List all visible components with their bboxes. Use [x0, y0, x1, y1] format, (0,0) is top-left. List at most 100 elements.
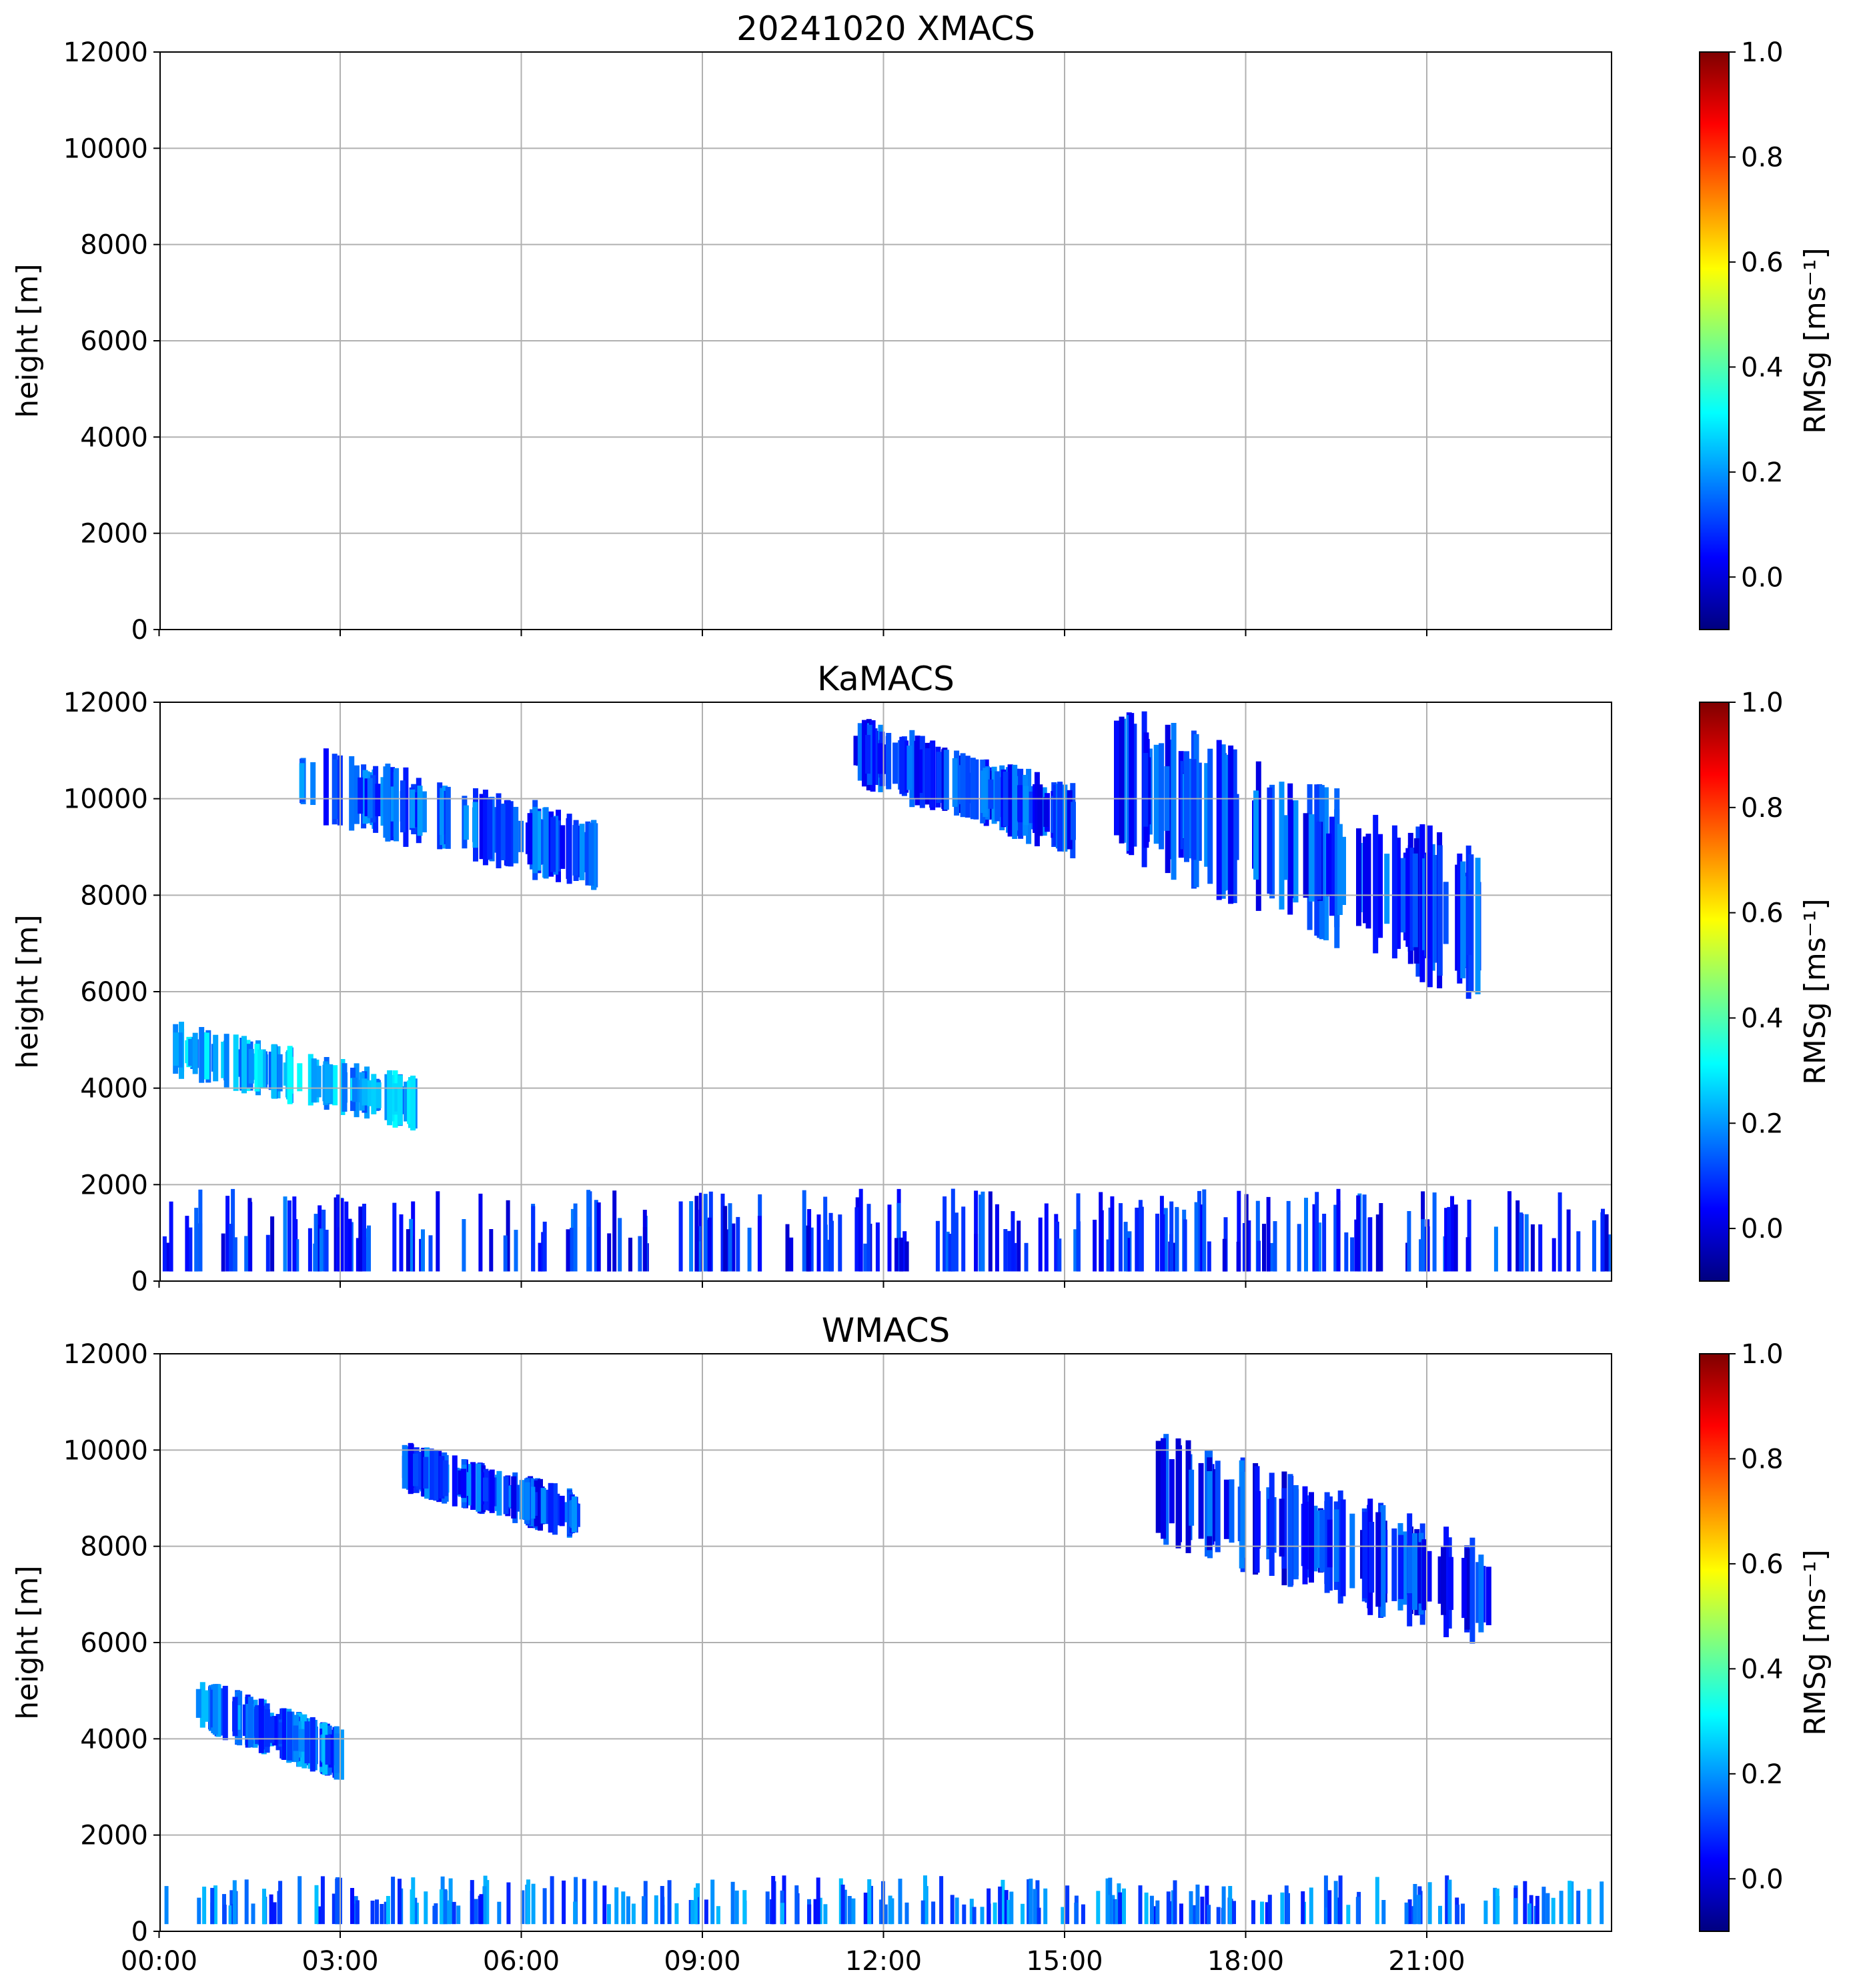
data-cell	[606, 1904, 611, 1925]
data-cell	[1106, 1239, 1111, 1272]
data-cell	[1333, 1204, 1338, 1272]
data-cell	[497, 1901, 502, 1925]
data-cell	[1293, 1485, 1299, 1580]
data-cell	[1007, 1230, 1012, 1272]
data-cell	[349, 756, 355, 831]
data-cell	[1606, 1234, 1611, 1272]
data-cell	[903, 740, 909, 793]
data-cell	[404, 1081, 410, 1122]
data-cell	[1126, 1238, 1130, 1272]
data-cell	[974, 1234, 979, 1272]
data-cell	[1421, 1219, 1425, 1272]
data-cell	[287, 1711, 293, 1761]
data-cell	[1024, 1242, 1029, 1272]
data-cell	[875, 1222, 880, 1272]
data-cell	[1425, 852, 1431, 958]
data-cell	[1519, 1212, 1523, 1272]
data-cell	[899, 736, 905, 794]
data-cell	[1061, 1907, 1065, 1925]
data-cell	[212, 1684, 218, 1735]
data-cell	[1175, 1438, 1181, 1549]
data-cell	[1237, 1190, 1241, 1272]
data-cell	[354, 765, 360, 824]
data-cell	[1373, 814, 1379, 954]
y-axis-label: height [m]	[11, 1565, 45, 1719]
data-cell	[544, 1489, 550, 1525]
data-cell	[532, 806, 538, 874]
data-cell	[1513, 1898, 1517, 1925]
data-cell	[1303, 813, 1309, 898]
data-cell	[704, 1899, 708, 1925]
data-cell	[710, 1879, 715, 1925]
data-cell	[297, 1063, 303, 1092]
colorbar-tick-label: 0.4	[1741, 1654, 1784, 1685]
data-cell	[387, 1070, 393, 1126]
data-cell	[961, 1206, 966, 1272]
data-cell	[560, 825, 566, 869]
data-cell	[1535, 1895, 1539, 1925]
data-cell	[1493, 1226, 1498, 1272]
data-cell	[1319, 1509, 1325, 1573]
data-cell	[514, 1484, 520, 1512]
data-cell	[1004, 1890, 1009, 1925]
data-cell	[1184, 751, 1189, 862]
data-cell	[638, 1236, 642, 1272]
data-cell	[233, 1034, 239, 1091]
data-cell	[413, 1453, 418, 1486]
data-cell	[332, 1065, 338, 1106]
data-cell	[299, 1729, 305, 1752]
data-cell	[1368, 1217, 1373, 1272]
data-cell	[925, 748, 931, 800]
data-cell	[325, 1735, 331, 1765]
data-cell	[162, 1236, 167, 1272]
data-cell	[530, 1486, 536, 1519]
data-cell	[1601, 1208, 1605, 1272]
data-cell	[1538, 1224, 1543, 1272]
data-cell	[383, 766, 389, 838]
data-cell	[358, 777, 364, 814]
data-cell	[203, 1032, 209, 1080]
data-cell	[524, 1482, 530, 1521]
data-cell	[334, 1197, 338, 1272]
y-tick-label: 8000	[80, 230, 148, 261]
y-ticks: 0 2000 4000 6000 8000 10000 12000	[63, 37, 160, 646]
data-cell	[851, 1898, 856, 1925]
data-cell	[594, 1200, 598, 1272]
data-cell	[410, 1075, 416, 1131]
data-cell	[409, 1218, 414, 1272]
data-cell	[1228, 1886, 1233, 1925]
data-cell	[955, 1897, 959, 1925]
data-cell	[1202, 1189, 1207, 1272]
data-cell	[458, 1470, 464, 1495]
data-cell	[588, 823, 594, 886]
data-cell	[1475, 1562, 1481, 1623]
colorbar-tick-label: 0.0	[1741, 1214, 1784, 1244]
colorbar-label: RMSg [ms⁻¹]	[1798, 247, 1832, 433]
data-cell	[1255, 1490, 1261, 1549]
data-cell	[904, 1241, 909, 1272]
data-cell	[496, 793, 502, 868]
data-cell	[574, 1503, 580, 1527]
grid	[160, 52, 1612, 630]
data-cell	[1265, 1902, 1269, 1925]
data-cell	[271, 1044, 277, 1099]
data-cell	[434, 1903, 438, 1925]
data-cell	[371, 1074, 377, 1114]
data-cell	[1323, 787, 1329, 940]
data-cell	[254, 1044, 260, 1092]
data-cell	[1055, 1221, 1059, 1272]
data-cell	[979, 1194, 983, 1272]
colorbar-tick-label: 0.2	[1741, 1759, 1784, 1790]
data-cell	[1541, 1887, 1546, 1925]
y-axis-label: height [m]	[11, 263, 45, 417]
data-cell	[562, 1880, 566, 1925]
data-cell	[542, 1221, 547, 1272]
data-cell	[526, 1879, 530, 1925]
data-cell	[780, 1903, 784, 1925]
data-cell	[809, 1227, 814, 1272]
data-cell	[1216, 1907, 1221, 1925]
data-cell	[1114, 721, 1120, 836]
data-cell	[1391, 1528, 1397, 1601]
data-cell	[352, 1077, 358, 1102]
y-tick-label: 2000	[80, 519, 148, 550]
